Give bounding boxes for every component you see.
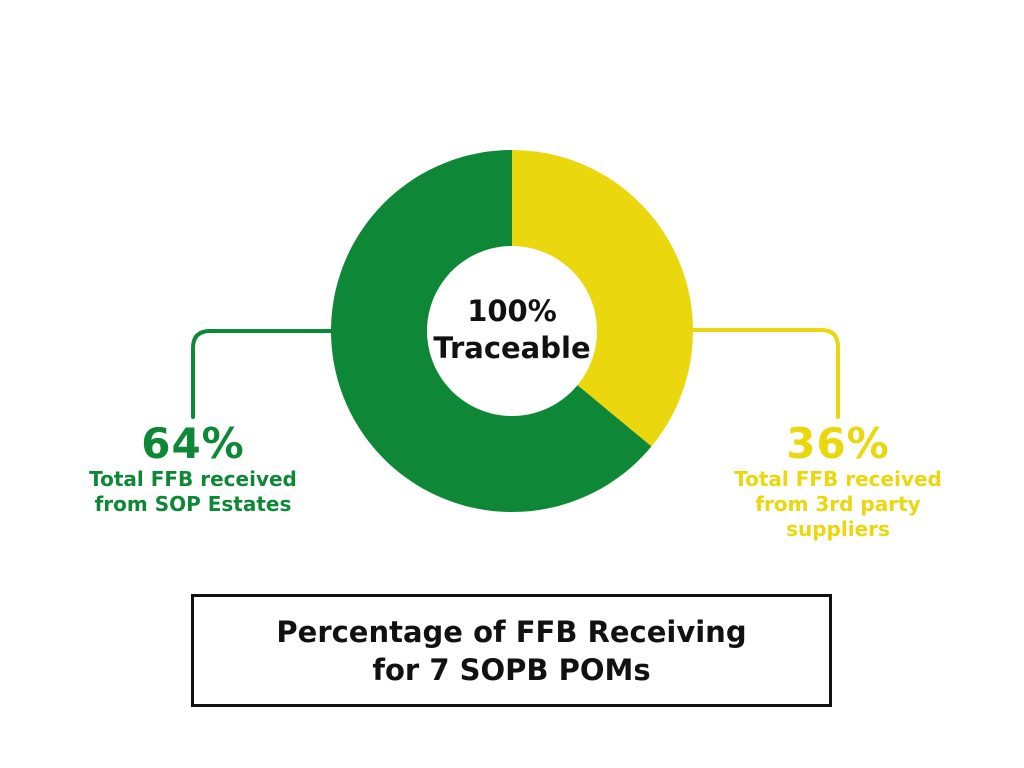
chart-title-box: Percentage of FFB Receiving for 7 SOPB P… xyxy=(191,594,832,707)
center-label-line2: Traceable xyxy=(433,331,591,365)
callout-left-line2: from SOP Estates xyxy=(94,492,292,516)
pie-slice-0 xyxy=(512,150,693,447)
chart-title-line1: Percentage of FFB Receiving xyxy=(276,614,747,649)
chart-title-line2: for 7 SOPB POMs xyxy=(372,652,651,687)
right-callout-connector xyxy=(688,328,840,419)
callout-left-line1: Total FFB received xyxy=(89,467,297,491)
donut-center-label: 100% Traceable xyxy=(392,293,632,367)
callout-right-line1: Total FFB received xyxy=(734,467,942,491)
callout-left-percent: 64% xyxy=(141,419,245,468)
pie-slice-1 xyxy=(330,150,652,512)
center-label-line1: 100% xyxy=(467,294,557,328)
callout-sop-estates: 64% Total FFB received from SOP Estates xyxy=(63,421,323,517)
callout-right-line2: from 3rd party xyxy=(755,492,921,516)
callout-right-percent: 36% xyxy=(786,419,890,468)
left-callout-connector xyxy=(191,329,336,419)
callout-3rd-party: 36% Total FFB received from 3rd party su… xyxy=(708,421,968,542)
pie-slices xyxy=(330,150,693,512)
callout-right-line3: suppliers xyxy=(786,517,890,541)
